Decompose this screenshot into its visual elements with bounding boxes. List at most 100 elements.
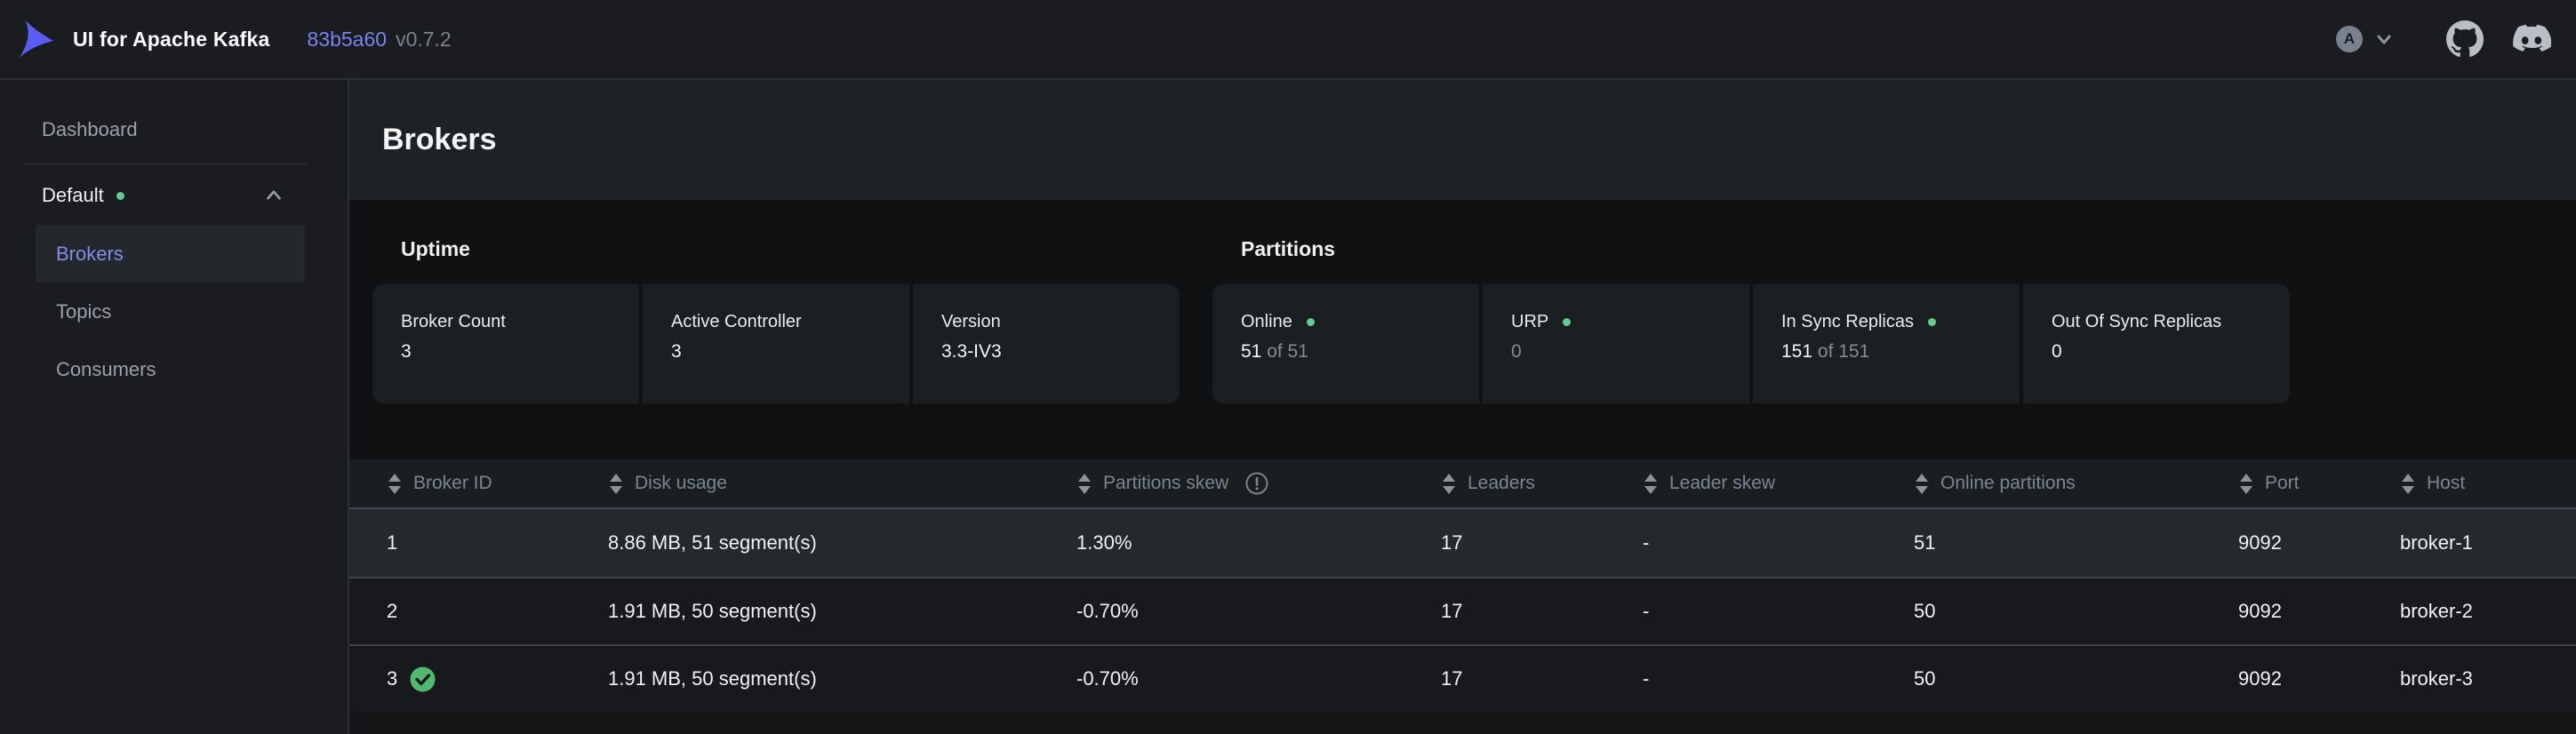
metric-label: Active Controller [671,312,802,331]
cell-port: 9092 [2238,600,2282,622]
cell-disk-usage: 8.86 MB, 51 segment(s) [608,531,817,554]
metric-label: Broker Count [401,312,506,331]
cell-disk-usage: 1.91 MB, 50 segment(s) [608,600,817,622]
sort-icon [1443,473,1455,494]
cell-leaders: 17 [1441,531,1463,554]
status-dot [1563,318,1572,326]
metric-label-text: URP [1511,312,1549,331]
metric-card-version: Version 3.3-IV3 [913,284,1180,403]
github-link[interactable] [2446,20,2484,58]
metric-value: 0 [1511,341,1522,362]
sort-icon [1644,473,1657,494]
discord-link[interactable] [2512,24,2551,54]
metric-label: Out Of Sync Replicas [2052,312,2222,331]
sidebar-item-brokers[interactable]: Brokers [36,225,305,283]
top-bar: UI for Apache Kafka 83b5a60 v0.7.2 A [0,0,2576,80]
main-content: Brokers Uptime Broker Count 3 Active Con… [349,80,2576,734]
metric-card-urp: URP 0 [1483,284,1749,403]
avatar: A [2336,26,2363,52]
user-menu[interactable]: A [2336,26,2395,52]
cell-leader-skew: - [1643,667,1650,690]
metric-card-broker-count: Broker Count 3 [372,284,639,403]
info-icon[interactable] [1244,471,1269,496]
sidebar-item-dashboard[interactable]: Dashboard [42,118,138,140]
cell-host: broker-2 [2400,600,2473,622]
metric-value: 3 [671,341,682,362]
column-header-broker-id[interactable]: Broker ID [387,472,608,496]
table-row-broker-1[interactable]: 1 8.86 MB, 51 segment(s) 1.30% 17 - 51 9… [349,509,2576,577]
brokers-table-header: Broker ID Disk usage Partitions skew Lea… [349,459,2576,509]
uptime-group: Uptime Broker Count 3 Active Controller … [372,200,1180,459]
chevron-down-icon [2377,35,2391,44]
sidebar-item-topics[interactable]: Topics [56,299,112,323]
cell-leaders: 17 [1441,667,1463,690]
metric-label-text: Online [1241,312,1292,331]
metric-value: 3.3-IV3 [941,341,1002,362]
brand-home-link[interactable]: UI for Apache Kafka [14,19,270,60]
metric-card-active-controller: Active Controller 3 [643,284,909,403]
column-header-partitions-skew[interactable]: Partitions skew [1076,471,1441,496]
cell-disk-usage: 1.91 MB, 50 segment(s) [608,667,817,690]
metric-label: Version [941,312,1001,331]
cluster-toggle-default[interactable]: Default [0,166,348,225]
cluster-status-dot [116,191,124,200]
metric-label: Online [1241,312,1454,332]
sort-icon [1078,473,1091,494]
column-header-online-partitions[interactable]: Online partitions [1914,472,2238,496]
commit-link[interactable]: 83b5a60 [307,27,388,51]
metric-value: 51 of 51 [1241,341,1308,362]
sort-icon [2240,473,2252,494]
column-header-leader-skew[interactable]: Leader skew [1643,472,1914,496]
chevron-up-icon [267,190,281,200]
cell-broker-id: 2 [387,600,398,622]
cell-port: 9092 [2238,667,2282,690]
uptime-heading: Uptime [401,237,470,260]
metric-value: 151 of 151 [1781,341,1870,362]
table-row-broker-3[interactable]: 3 1.91 MB, 50 segment(s) -0.70% 17 - 50 … [349,644,2576,712]
metric-value: 0 [2052,341,2062,362]
cell-online-partitions: 50 [1914,667,1936,690]
column-header-leaders[interactable]: Leaders [1441,472,1643,496]
metric-card-in-sync-replicas: In Sync Replicas 151 of 151 [1753,284,2020,403]
version-label: v0.7.2 [396,27,452,51]
metric-card-out-of-sync-replicas: Out Of Sync Replicas 0 [2023,284,2290,403]
logo-icon [19,20,54,59]
metric-label-text: In Sync Replicas [1781,312,1914,331]
cell-leaders: 17 [1441,600,1463,622]
sort-icon [388,473,401,494]
page-title: Brokers [382,123,497,156]
cell-online-partitions: 50 [1914,600,1936,622]
cluster-name: Default [42,184,104,206]
cell-host: broker-1 [2400,531,2473,554]
partitions-group: Partitions Online 51 of 51 [1212,200,2290,459]
cell-broker-id: 3 [387,666,608,693]
cell-partitions-skew: 1.30% [1076,531,1132,554]
column-header-host[interactable]: Host [2400,472,2576,496]
metric-value: 3 [401,341,412,362]
metric-card-online: Online 51 of 51 [1212,284,1479,403]
sidebar-item-consumers[interactable]: Consumers [56,357,156,380]
status-dot [1927,318,1936,326]
github-icon [2446,20,2484,57]
sort-icon [610,473,622,494]
column-header-port[interactable]: Port [2238,472,2400,496]
cell-partitions-skew: -0.70% [1076,667,1139,690]
status-dot [1306,318,1315,326]
partitions-heading: Partitions [1241,237,1336,260]
cell-leader-skew: - [1643,531,1650,554]
cell-partitions-skew: -0.70% [1076,600,1139,622]
table-row-broker-2[interactable]: 2 1.91 MB, 50 segment(s) -0.70% 17 - 50 … [349,577,2576,644]
sort-icon [2402,473,2414,494]
cell-leader-skew: - [1643,600,1650,622]
app-title: UI for Apache Kafka [73,27,270,51]
table-bottom-filler [349,712,2576,734]
column-header-disk-usage[interactable]: Disk usage [608,472,1076,496]
page-header: Brokers [349,80,2576,200]
cell-host: broker-3 [2400,667,2473,690]
sort-icon [1916,473,1928,494]
sidebar: Dashboard Default Brokers Topics Consume… [0,80,349,734]
active-controller-check-icon [410,666,436,691]
stats-section: Uptime Broker Count 3 Active Controller … [349,200,2576,459]
cell-broker-id: 1 [387,531,398,554]
metric-label: In Sync Replicas [1781,312,1995,332]
